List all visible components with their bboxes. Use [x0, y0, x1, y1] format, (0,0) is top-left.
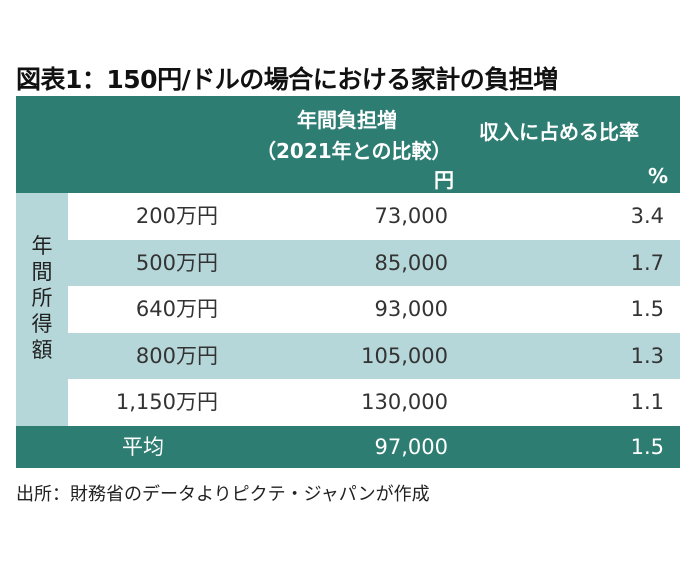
income-cell: 500万円	[135, 250, 218, 275]
burden-cell: 130,000	[361, 390, 448, 415]
header-ratio-label: 収入に占める比率	[479, 120, 639, 144]
average-burden-cell: 97,000	[374, 435, 448, 459]
header-burden-unit: 円	[434, 168, 454, 192]
table-header: 年間負担増 （2021年との比較） 円 収入に占める比率 %	[16, 96, 680, 193]
row-group-label-cell: 年 間 所 得 額	[16, 193, 68, 426]
ratio-cell: 1.3	[630, 343, 664, 368]
average-label: 平均	[122, 435, 164, 459]
ratio-cell: 1.7	[630, 250, 664, 275]
income-cell: 1,150万円	[115, 390, 218, 415]
row-group-label-char: 所	[31, 286, 53, 310]
row-group-label-char: 得	[31, 312, 53, 336]
table-row: 800万円 105,000 1.3	[68, 332, 680, 380]
row-group-label-char: 間	[31, 260, 53, 284]
average-ratio-cell: 1.5	[630, 435, 664, 459]
ratio-cell: 1.5	[630, 297, 664, 322]
average-row: 平均 97,000 1.5	[16, 426, 680, 468]
burden-cell: 73,000	[374, 204, 448, 228]
header-ratio-unit: %	[648, 164, 669, 188]
ratio-cell: 3.4	[630, 204, 664, 228]
table-body: 200万円 73,000 3.4 500万円 85,000 1.7 640万円 …	[68, 193, 680, 426]
income-cell: 800万円	[135, 343, 218, 368]
header-burden-label: 年間負担増	[297, 108, 397, 132]
ratio-cell: 1.1	[630, 390, 664, 415]
chart-title: 図表1：150円/ドルの場合における家計の負担増	[16, 65, 558, 94]
source-note: 出所：財務省のデータよりピクテ・ジャパンが作成	[16, 484, 430, 505]
table-row: 500万円 85,000 1.7	[68, 239, 680, 287]
table-row: 1,150万円 130,000 1.1	[68, 379, 680, 426]
income-cell: 640万円	[135, 297, 218, 322]
income-cell: 200万円	[135, 204, 218, 228]
burden-cell: 93,000	[374, 297, 448, 322]
row-group-label: 年 間 所 得 額	[16, 233, 68, 363]
row-group-label-char: 年	[31, 234, 53, 258]
header-burden-sublabel: （2021年との比較）	[256, 139, 452, 163]
burden-cell: 105,000	[361, 343, 448, 368]
row-group-label-char: 額	[31, 338, 53, 362]
burden-cell: 85,000	[374, 250, 448, 275]
table-row: 640万円 93,000 1.5	[68, 286, 680, 333]
table-row: 200万円 73,000 3.4	[68, 193, 680, 240]
